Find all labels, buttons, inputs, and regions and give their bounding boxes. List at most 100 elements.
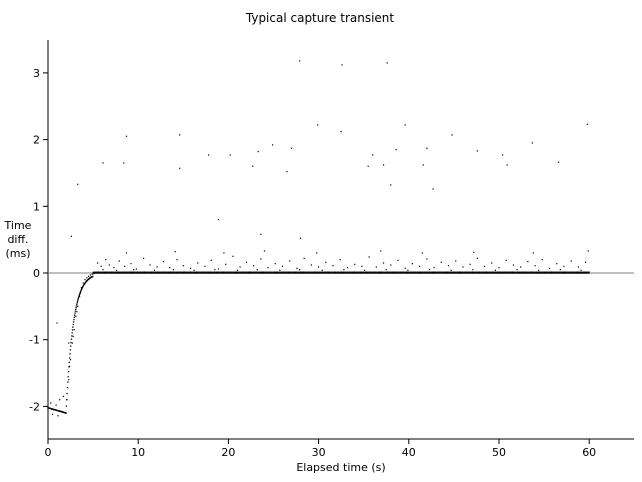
data-point [515,272,518,274]
data-point [103,272,105,274]
data-point [97,272,100,274]
data-point [329,272,331,274]
data-point [210,272,212,274]
x-tick-label: 10 [131,446,145,459]
data-point [486,272,488,274]
data-point [176,271,178,273]
data-point [450,271,452,273]
data-point [99,272,102,274]
data-point [534,272,536,274]
data-point [469,263,471,265]
data-point [281,271,283,273]
data-point [582,271,584,273]
data-point [555,272,558,274]
data-point [530,271,532,273]
data-point [242,271,244,273]
data-point [174,251,176,253]
data-point [76,311,78,313]
data-point [215,271,217,273]
data-point [70,341,72,344]
data-point [396,272,398,274]
data-point [163,271,165,273]
data-point [171,272,173,274]
data-point [270,271,272,273]
data-point [321,269,323,271]
data-point [214,269,216,271]
data-point [521,272,523,274]
data-point [487,271,489,273]
data-point [382,262,385,264]
data-point [500,271,502,273]
data-point [192,271,194,273]
data-point [339,271,341,273]
data-point [421,271,423,273]
data-point [421,272,423,274]
data-point [422,272,424,274]
data-point [342,271,344,273]
data-point [428,271,430,273]
data-point [471,272,473,274]
data-point [435,272,437,274]
data-point [291,272,293,274]
data-point [451,271,453,273]
data-point [379,271,381,273]
data-point [394,272,396,274]
data-point [429,271,431,273]
data-point [66,387,69,389]
data-point [585,272,588,274]
data-point [492,271,494,273]
data-point [143,257,145,259]
data-point [230,272,233,274]
data-point [530,272,533,274]
data-point [61,411,64,413]
data-point [122,272,125,274]
data-point [463,271,465,273]
data-point [65,405,68,407]
data-point [382,272,384,274]
data-point [436,271,438,273]
data-point [580,271,582,273]
data-point [338,272,340,274]
data-point [298,271,300,273]
data-point [504,271,506,273]
data-point [415,271,417,273]
data-point [473,271,475,273]
data-point [576,272,578,274]
data-point [547,271,549,273]
data-point [531,142,533,144]
data-point [82,285,84,288]
data-point [167,272,169,274]
data-point [455,271,457,273]
data-point [340,130,342,133]
data-point [272,272,274,274]
data-point [527,271,529,273]
data-point [196,272,198,274]
data-point [552,272,554,274]
data-point [369,271,371,273]
data-point [146,272,148,274]
data-point [217,271,219,273]
data-point [297,271,299,273]
data-point [108,264,110,266]
data-point [581,272,584,274]
data-point [365,272,367,274]
data-point [532,272,535,274]
data-point [175,271,177,273]
data-point [351,272,353,274]
data-point [75,308,77,310]
data-point [573,271,575,273]
data-point [332,272,335,274]
data-point [574,272,576,274]
data-point [344,272,346,274]
data-point [333,271,335,273]
data-point [494,269,496,271]
data-point [225,272,227,274]
data-point [120,272,122,274]
data-point [168,271,170,273]
data-point [60,410,62,412]
data-point [162,271,164,273]
data-point [334,272,337,274]
data-point [194,271,196,273]
data-point [276,271,278,273]
data-point [566,272,568,274]
